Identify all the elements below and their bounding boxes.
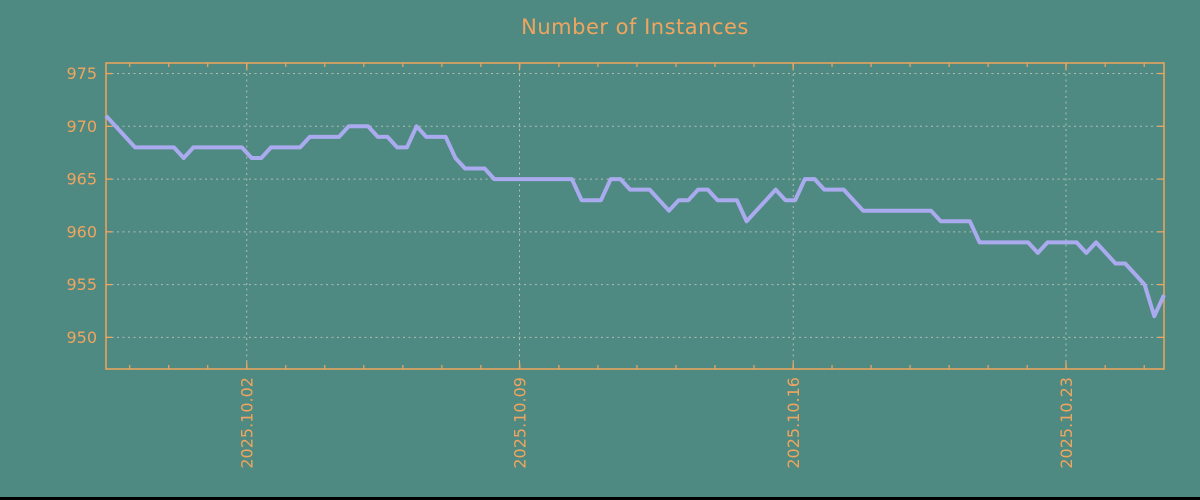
series-line bbox=[104, 114, 1166, 319]
x-tick-label: 2025.10.16 bbox=[784, 377, 803, 469]
x-tick-label: 2025.10.23 bbox=[1057, 377, 1076, 469]
chart-title: Number of Instances bbox=[521, 15, 749, 39]
plot-frame bbox=[105, 62, 1165, 370]
x-tick-label: 2025.10.09 bbox=[510, 377, 529, 469]
y-tick-label: 955 bbox=[66, 275, 97, 294]
y-tick-label: 965 bbox=[66, 170, 97, 189]
y-tick-label: 970 bbox=[66, 117, 97, 136]
y-tick-label: 975 bbox=[66, 64, 97, 83]
y-tick-label: 960 bbox=[66, 222, 97, 241]
x-tick-label: 2025.10.02 bbox=[238, 377, 257, 469]
bottom-edge-bar bbox=[0, 497, 1200, 500]
y-tick-label: 950 bbox=[66, 328, 97, 347]
